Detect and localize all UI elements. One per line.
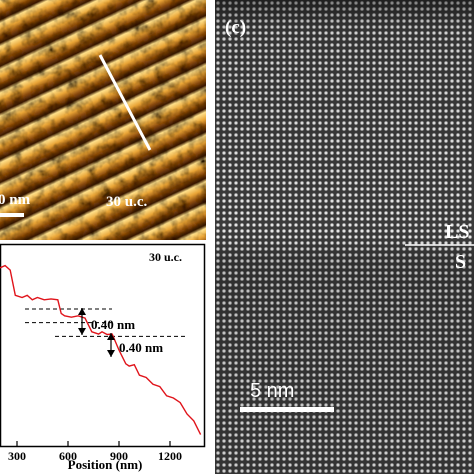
- x-tick-label-300: 300: [8, 449, 26, 463]
- x-tick-label-1200: 1200: [158, 449, 182, 463]
- step-height-label-1: 0.40 nm: [91, 317, 135, 332]
- afm-image-panel: 0 nm 30 u.c.: [0, 0, 206, 240]
- stem-scale-bar: [240, 407, 334, 412]
- interface-top-label: LS: [445, 221, 469, 243]
- stem-scale-label: 5 nm: [250, 380, 294, 402]
- stem-image-panel: (c) LS S 5 nm: [215, 0, 474, 474]
- x-tick-label-600: 600: [59, 449, 77, 463]
- afm-profile-line: [98, 54, 152, 151]
- x-tick-labels: 300 600 900 1200: [8, 449, 182, 463]
- height-profile-panel: 300 600 900 1200 0.40 nm 0.40 nm 30 u.c. Po…: [0, 243, 210, 474]
- profile-thickness-label: 30 u.c.: [149, 250, 182, 264]
- afm-topography-image: 0 nm 30 u.c.: [0, 0, 206, 240]
- stem-lattice-image: (c) LS S 5 nm: [215, 0, 474, 474]
- afm-scale-bar: [0, 213, 24, 217]
- step-height-label-2: 0.40 nm: [119, 340, 163, 355]
- panel-c-letter: (c): [225, 17, 246, 38]
- x-axis-label: Position (nm): [68, 457, 143, 472]
- step-arrow-2: [107, 333, 115, 357]
- step-arrow-1: [78, 308, 86, 335]
- x-tick-marks: [16, 441, 171, 446]
- x-tick-label-900: 900: [110, 449, 128, 463]
- plot-frame: [0, 243, 206, 448]
- interface-bottom-label: S: [455, 251, 466, 273]
- height-profile-series-line: [0, 264, 202, 435]
- step-guide-lines: [25, 308, 188, 337]
- afm-terrace-texture: [0, 0, 206, 240]
- image-contrast-shading: [215, 0, 474, 474]
- afm-thickness-label: 30 u.c.: [106, 194, 148, 210]
- afm-scale-label: 0 nm: [0, 192, 31, 208]
- height-profile-chart: 300 600 900 1200 0.40 nm 0.40 nm 30 u.c. Po…: [0, 243, 206, 472]
